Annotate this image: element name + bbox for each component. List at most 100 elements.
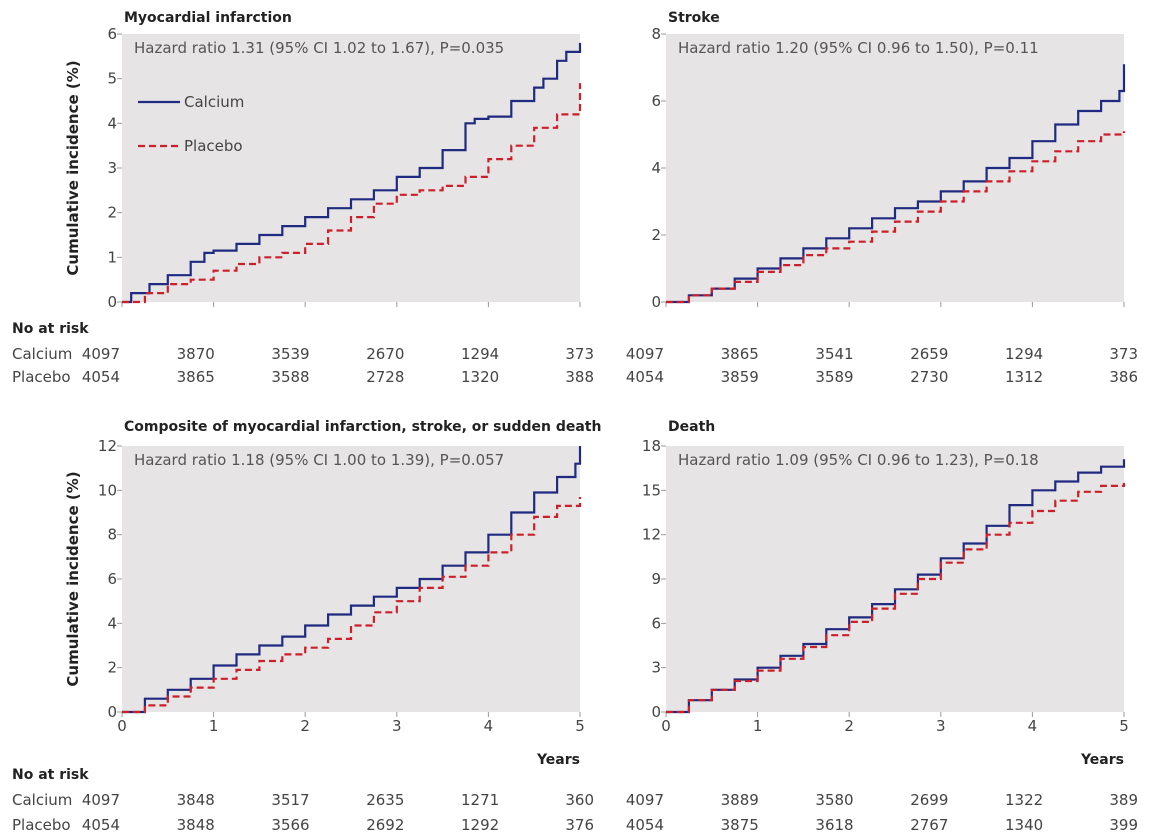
y-tick-label: 4 [107, 114, 117, 132]
at-risk-value-calcium: 373 [1109, 345, 1138, 363]
panel-title: Stroke [668, 10, 720, 26]
placebo-series-line [122, 497, 582, 714]
y-tick-label: 3 [107, 159, 117, 177]
at-risk-value-placebo: 2728 [366, 368, 404, 386]
y-tick-label: 4 [651, 159, 661, 177]
x-tick-label: 4 [1028, 717, 1038, 735]
y-tick-label: 4 [107, 614, 117, 632]
y-tick-label: 9 [651, 570, 661, 588]
at-risk-value-calcium: 2699 [910, 791, 948, 809]
x-tick-label: 5 [575, 717, 585, 735]
at-risk-value-placebo: 2692 [366, 816, 404, 834]
y-tick-label: 12 [642, 526, 661, 544]
at-risk-value-placebo: 4054 [82, 816, 120, 834]
at-risk-value-placebo: 3588 [271, 368, 309, 386]
y-tick-label: 6 [107, 570, 117, 588]
at-risk-value-placebo: 388 [565, 368, 594, 386]
y-tick-label: 5 [107, 70, 117, 88]
at-risk-value-calcium: 3889 [721, 791, 759, 809]
at-risk-value-calcium: 1294 [1005, 345, 1043, 363]
at-risk-value-placebo: 3848 [177, 816, 215, 834]
at-risk-value-calcium: 2670 [366, 345, 404, 363]
at-risk-value-calcium: 2635 [366, 791, 404, 809]
at-risk-value-placebo: 4054 [626, 816, 664, 834]
y-tick-label: 2 [107, 204, 117, 222]
y-tick-label: 18 [642, 437, 661, 455]
y-tick-label: 2 [651, 226, 661, 244]
y-tick-label: 15 [642, 481, 661, 499]
at-risk-row-label-placebo: Placebo [12, 368, 71, 386]
at-risk-value-placebo: 2730 [910, 368, 948, 386]
calcium-series-line [122, 42, 582, 304]
at-risk-value-calcium: 1294 [461, 345, 499, 363]
y-tick-label: 0 [107, 703, 117, 721]
plot-area [666, 34, 1124, 302]
at-risk-value-calcium: 389 [1109, 791, 1138, 809]
x-tick-label: 0 [661, 717, 671, 735]
y-axis-label: Cumulative incidence (%) [64, 60, 82, 275]
at-risk-value-placebo: 2767 [910, 816, 948, 834]
at-risk-value-placebo: 1340 [1005, 816, 1043, 834]
chart-panel-2: Stroke 0 2 4 6 8 Hazard ratio 1.20 (95% CI 0.9… [626, 10, 1138, 386]
at-risk-value-calcium: 1322 [1005, 791, 1043, 809]
at-risk-value-calcium: 4097 [82, 345, 120, 363]
y-tick-label: 6 [651, 92, 661, 110]
panel-title: Composite of myocardial infarction, stro… [124, 419, 601, 435]
y-tick-label: 0 [651, 293, 661, 311]
at-risk-value-placebo: 3859 [721, 368, 759, 386]
hazard-ratio-annotation: Hazard ratio 1.20 (95% CI 0.96 to 1.50),… [678, 39, 1039, 57]
plot-area [122, 34, 580, 302]
at-risk-value-calcium: 3870 [177, 345, 215, 363]
panel-title: Death [668, 419, 715, 435]
y-tick-label: 10 [98, 481, 117, 499]
at-risk-value-placebo: 3618 [815, 816, 853, 834]
at-risk-row-label-calcium: Calcium [12, 345, 72, 363]
at-risk-value-calcium: 3848 [177, 791, 215, 809]
at-risk-value-placebo: 3589 [815, 368, 853, 386]
at-risk-value-placebo: 4054 [626, 368, 664, 386]
calcium-series-line [666, 459, 1126, 714]
at-risk-value-calcium: 3541 [815, 345, 853, 363]
x-tick-label: 1 [753, 717, 763, 735]
y-tick-label: 3 [651, 659, 661, 677]
legend-placebo-label: Placebo [184, 137, 243, 155]
hazard-ratio-annotation: Hazard ratio 1.18 (95% CI 1.00 to 1.39),… [134, 451, 504, 469]
at-risk-value-placebo: 376 [565, 816, 594, 834]
y-tick-label: 8 [651, 25, 661, 43]
x-tick-label: 0 [117, 717, 127, 735]
at-risk-value-calcium: 3517 [271, 791, 309, 809]
legend-calcium-label: Calcium [184, 93, 244, 111]
at-risk-value-calcium: 373 [565, 345, 594, 363]
at-risk-row-label-placebo: Placebo [12, 816, 71, 834]
x-tick-label: 3 [936, 717, 946, 735]
at-risk-row-label-calcium: Calcium [12, 791, 72, 809]
y-tick-label: 2 [107, 659, 117, 677]
at-risk-value-calcium: 2659 [910, 345, 948, 363]
at-risk-header: No at risk [12, 767, 89, 783]
x-tick-label: 2 [300, 717, 310, 735]
y-axis-label: Cumulative incidence (%) [64, 471, 82, 686]
at-risk-value-placebo: 399 [1109, 816, 1138, 834]
placebo-series-line [666, 131, 1126, 304]
at-risk-value-calcium: 3539 [271, 345, 309, 363]
placebo-series-line [122, 83, 582, 304]
at-risk-value-placebo: 1312 [1005, 368, 1043, 386]
at-risk-value-placebo: 3865 [177, 368, 215, 386]
at-risk-value-calcium: 4097 [82, 791, 120, 809]
y-tick-label: 1 [107, 248, 117, 266]
y-tick-label: 8 [107, 526, 117, 544]
at-risk-value-placebo: 4054 [82, 368, 120, 386]
x-tick-label: 5 [1119, 717, 1129, 735]
at-risk-value-calcium: 4097 [626, 345, 664, 363]
at-risk-value-placebo: 1292 [461, 816, 499, 834]
hazard-ratio-annotation: Hazard ratio 1.09 (95% CI 0.96 to 1.23),… [678, 451, 1039, 469]
placebo-series-line [666, 482, 1126, 714]
panel-title: Myocardial infarction [124, 10, 292, 26]
chart-panel-1: Myocardial infarction 0 1 2 3 4 5 6 Cumulative i… [12, 10, 594, 386]
at-risk-value-placebo: 1320 [461, 368, 499, 386]
at-risk-value-placebo: 3566 [271, 816, 309, 834]
x-tick-label: 4 [484, 717, 494, 735]
x-axis-label: Years [536, 752, 580, 768]
